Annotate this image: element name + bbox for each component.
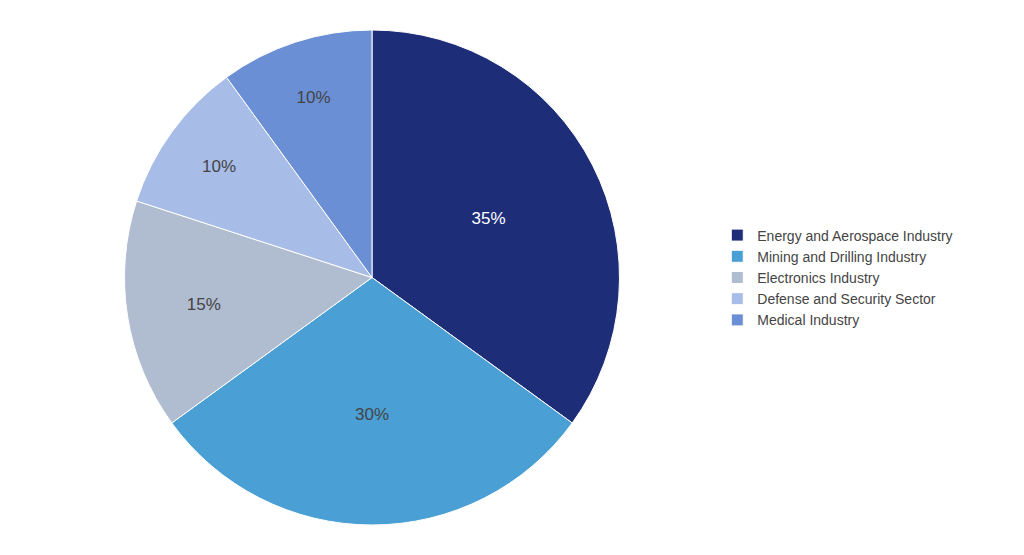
- svg-text:Electronics Industry: Electronics Industry: [757, 270, 879, 286]
- svg-text:Energy and Aerospace Industry: Energy and Aerospace Industry: [757, 228, 952, 244]
- svg-text:Mining and Drilling Industry: Mining and Drilling Industry: [757, 249, 926, 265]
- svg-text:10%: 10%: [202, 157, 236, 176]
- svg-text:35%: 35%: [472, 209, 506, 228]
- svg-text:30%: 30%: [355, 405, 389, 424]
- svg-text:10%: 10%: [297, 88, 331, 107]
- svg-text:15%: 15%: [187, 295, 221, 314]
- svg-text:Medical Industry: Medical Industry: [757, 312, 859, 328]
- svg-text:Defense and Security Sector: Defense and Security Sector: [757, 291, 936, 307]
